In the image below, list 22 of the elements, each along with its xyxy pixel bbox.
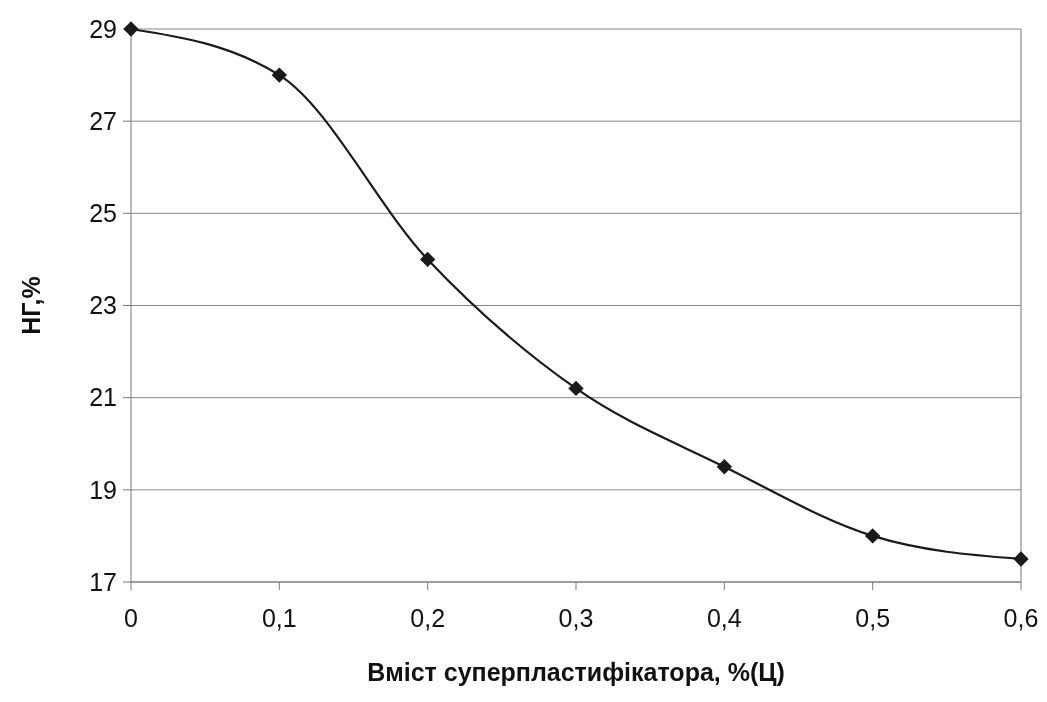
y-tick-label: 25: [89, 199, 117, 228]
point: [865, 528, 881, 544]
x-tick-label: 0,3: [558, 604, 594, 632]
point: [568, 380, 584, 397]
y-tick-label: 21: [89, 383, 117, 412]
x-tick-label: 0,5: [855, 604, 891, 632]
point: [420, 251, 436, 268]
x-tick-label: 0,6: [1003, 604, 1039, 632]
x-tick-label: 0,1: [261, 604, 297, 632]
x-tick-label: 0: [124, 604, 138, 632]
x-axis-title: Вміст суперпластифікатора, %(Ц): [367, 658, 785, 686]
x-tick-label: 0,2: [410, 604, 446, 632]
y-tick-label: 17: [89, 567, 117, 596]
y-tick-label: 23: [89, 291, 117, 320]
y-tick-label: 19: [89, 475, 117, 504]
y-axis-title: НГ,%: [17, 276, 45, 335]
y-tick-label: 29: [89, 14, 117, 43]
y-tick-label: 27: [89, 106, 117, 135]
point: [271, 67, 287, 83]
point: [1013, 551, 1029, 567]
point: [716, 459, 732, 475]
x-tick-label: 0,4: [706, 604, 742, 632]
